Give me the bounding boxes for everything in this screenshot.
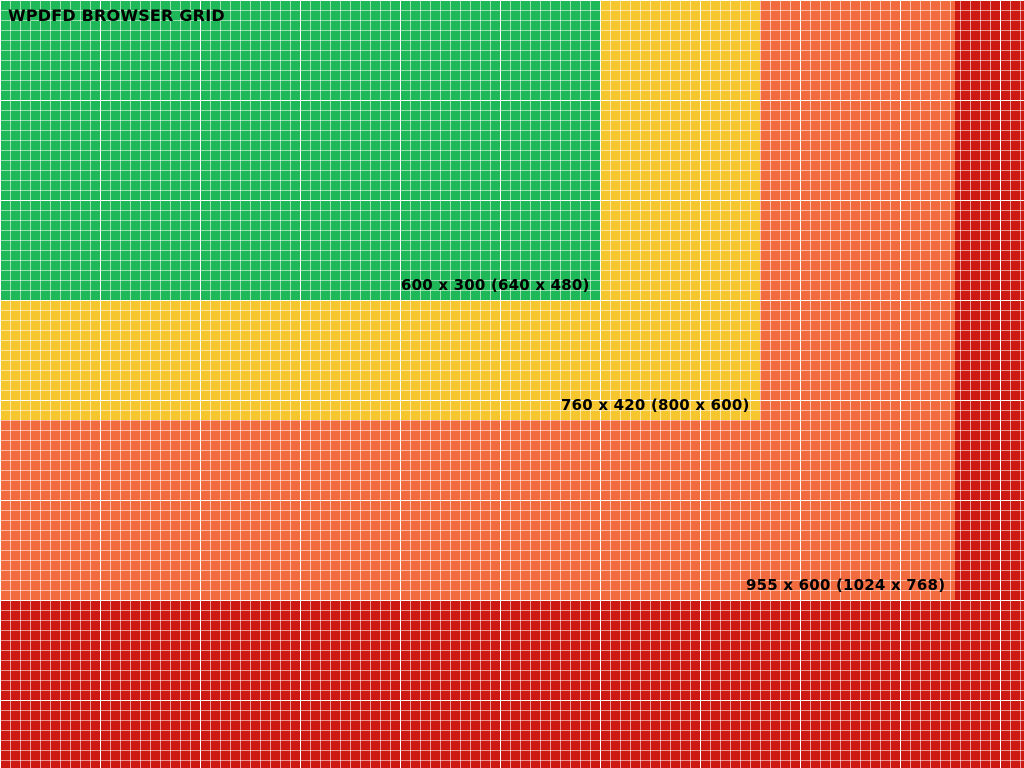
green-zone-label: 600 x 300 (640 x 480)	[401, 276, 590, 294]
page-title: WPDFD BROWSER GRID	[8, 6, 225, 25]
browser-grid-diagram: 955 x 600 (1024 x 768) 760 x 420 (800 x 6…	[0, 0, 1024, 768]
green-zone	[0, 0, 600, 300]
orange-zone-label: 955 x 600 (1024 x 768)	[746, 576, 945, 594]
yellow-zone-label: 760 x 420 (800 x 600)	[561, 396, 750, 414]
